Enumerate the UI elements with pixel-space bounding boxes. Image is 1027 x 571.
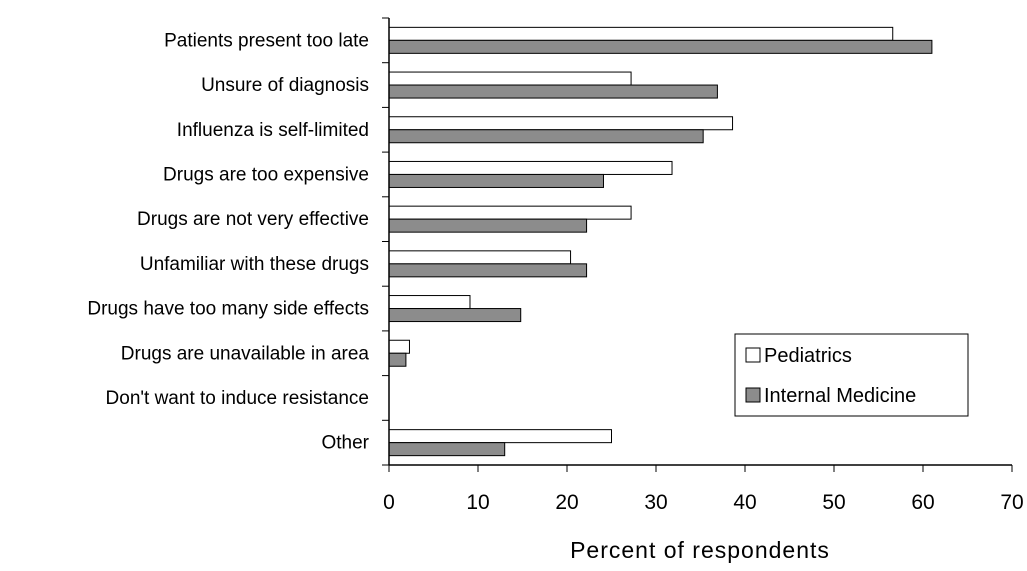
bar-internal-medicine — [388, 129, 704, 144]
category-label: Drugs are not very effective — [137, 209, 369, 230]
bar-internal-medicine — [388, 442, 506, 457]
bar-internal-medicine — [388, 39, 933, 54]
category-label: Don't want to induce resistance — [106, 388, 369, 409]
bar-internal-medicine — [388, 308, 522, 323]
legend-label-pediatrics: Pediatrics — [764, 345, 852, 367]
category-label: Other — [321, 433, 369, 454]
x-ticks: 0 10 20 30 40 50 60 70 — [383, 465, 1024, 514]
bar-internal-medicine — [388, 84, 718, 99]
x-axis-title: Percent of respondents — [570, 537, 830, 563]
x-tick-label: 60 — [911, 491, 934, 514]
x-tick-label: 30 — [644, 491, 667, 514]
bar-pediatrics — [388, 116, 734, 131]
bar-pediatrics — [388, 160, 673, 175]
bar-pediatrics — [388, 26, 894, 41]
category-label: Unfamiliar with these drugs — [140, 254, 369, 275]
category-label: Drugs have too many side effects — [87, 299, 369, 320]
x-tick-label: 50 — [822, 491, 845, 514]
x-tick-label: 0 — [383, 491, 395, 514]
x-tick-label: 70 — [1000, 491, 1023, 514]
category-label: Unsure of diagnosis — [201, 75, 369, 96]
category-label: Patients present too late — [164, 30, 369, 51]
category-label: Drugs are unavailable in area — [121, 343, 370, 364]
category-labels: Patients present too late Unsure of diagn… — [87, 30, 369, 453]
bar-pediatrics — [388, 429, 612, 444]
bar-pediatrics — [388, 71, 632, 86]
x-tick-label: 20 — [555, 491, 578, 514]
category-label: Drugs are too expensive — [163, 164, 369, 185]
legend-label-internal-medicine: Internal Medicine — [764, 385, 916, 407]
bar-pediatrics — [388, 250, 572, 265]
legend: Pediatrics Internal Medicine — [734, 333, 969, 417]
bar-pediatrics — [388, 339, 410, 354]
bar-pediatrics — [388, 205, 632, 220]
legend-swatch-pediatrics — [745, 347, 761, 363]
legend-box — [734, 333, 969, 417]
x-tick-label: 40 — [733, 491, 756, 514]
bar-pediatrics — [388, 295, 471, 310]
axes — [382, 17, 1012, 466]
bar-internal-medicine — [388, 263, 588, 278]
legend-swatch-internal-medicine — [745, 387, 761, 403]
x-tick-label: 10 — [466, 491, 489, 514]
category-label: Influenza is self-limited — [177, 120, 369, 141]
bar-internal-medicine — [388, 173, 604, 188]
bar-internal-medicine — [388, 218, 588, 233]
bar-internal-medicine — [388, 352, 407, 367]
